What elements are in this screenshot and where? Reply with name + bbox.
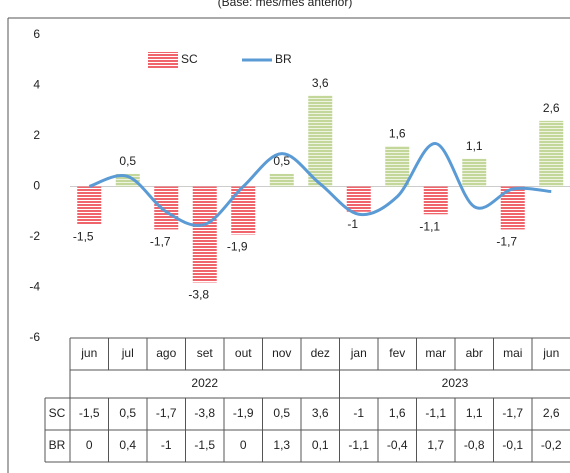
y-tick-label: 2 bbox=[33, 128, 40, 142]
table-value: 2,6 bbox=[543, 406, 560, 420]
table-value: -0,2 bbox=[541, 438, 562, 452]
table-value: 0,5 bbox=[119, 406, 136, 420]
legend-label: BR bbox=[275, 52, 292, 66]
data-label: -3,8 bbox=[188, 288, 209, 302]
data-label: -1,9 bbox=[227, 240, 248, 254]
table-value: -1 bbox=[353, 406, 364, 420]
y-tick-label: -2 bbox=[29, 229, 40, 243]
x-tick-label: jun bbox=[80, 346, 97, 360]
x-tick-label: mai bbox=[503, 346, 522, 360]
table-value: 0,5 bbox=[273, 406, 290, 420]
data-label: -1,7 bbox=[496, 235, 517, 249]
row-label: SC bbox=[49, 406, 66, 420]
line bbox=[88, 142, 552, 227]
table-value: -1,5 bbox=[79, 406, 100, 420]
x-tick-label: out bbox=[235, 346, 252, 360]
data-label: -1,5 bbox=[73, 230, 94, 244]
x-tick-label: fev bbox=[389, 346, 405, 360]
table-value: 0 bbox=[86, 438, 93, 452]
bar bbox=[192, 186, 217, 283]
table-value: -3,8 bbox=[194, 406, 215, 420]
data-label: 0,5 bbox=[119, 154, 136, 168]
x-tick-label: mar bbox=[425, 346, 446, 360]
table-value: 1,6 bbox=[389, 406, 406, 420]
table-value: 1,1 bbox=[466, 406, 483, 420]
table-value: -0,8 bbox=[464, 438, 485, 452]
group-label: 2022 bbox=[191, 376, 218, 390]
table-value: 0,4 bbox=[119, 438, 136, 452]
table-value: 1,7 bbox=[427, 438, 444, 452]
table-value: -0,1 bbox=[502, 438, 523, 452]
table-value: -1,7 bbox=[502, 406, 523, 420]
x-tick-label: abr bbox=[466, 346, 483, 360]
row-label: BR bbox=[49, 438, 66, 452]
y-tick-label: -6 bbox=[29, 330, 40, 344]
subtitle: (Base: mês/mês anterior) bbox=[218, 0, 353, 9]
data-label: 1,1 bbox=[466, 139, 483, 153]
x-tick-label: jul bbox=[121, 346, 134, 360]
x-tick-label: jun bbox=[542, 346, 559, 360]
data-label: 2,6 bbox=[543, 101, 560, 115]
y-tick-label: -4 bbox=[29, 280, 40, 294]
table-value: -1,7 bbox=[156, 406, 177, 420]
y-tick-label: 6 bbox=[33, 27, 40, 41]
data-label: -1 bbox=[347, 217, 358, 231]
data-label: -1,1 bbox=[419, 219, 440, 233]
bar bbox=[462, 158, 487, 187]
data-label: 0,5 bbox=[273, 154, 290, 168]
table-value: -0,4 bbox=[387, 438, 408, 452]
table-value: 3,6 bbox=[312, 406, 329, 420]
data-label: 1,6 bbox=[389, 126, 406, 140]
bar bbox=[385, 146, 410, 187]
x-tick-label: jan bbox=[350, 346, 367, 360]
group-label: 2023 bbox=[442, 376, 469, 390]
bar bbox=[308, 95, 333, 187]
y-tick-label: 4 bbox=[33, 78, 40, 92]
x-tick-label: set bbox=[197, 346, 214, 360]
table-value: -1,5 bbox=[194, 438, 215, 452]
table-value: -1,9 bbox=[233, 406, 254, 420]
y-tick-label: 0 bbox=[33, 179, 40, 193]
data-label: -1,7 bbox=[150, 235, 171, 249]
bar bbox=[346, 186, 371, 212]
table-value: 1,3 bbox=[273, 438, 290, 452]
legend-swatch bbox=[148, 52, 178, 68]
x-tick-label: nov bbox=[272, 346, 291, 360]
data-label: 3,6 bbox=[312, 76, 329, 90]
bar bbox=[154, 186, 179, 230]
x-tick-label: ago bbox=[156, 346, 176, 360]
bar bbox=[539, 120, 564, 187]
table-value: 0 bbox=[240, 438, 247, 452]
x-tick-label: dez bbox=[311, 346, 330, 360]
bar bbox=[77, 186, 102, 225]
bar bbox=[269, 173, 294, 187]
bar bbox=[423, 186, 448, 215]
table-value: 0,1 bbox=[312, 438, 329, 452]
table-value: -1 bbox=[161, 438, 172, 452]
table-value: -1,1 bbox=[425, 406, 446, 420]
table-value: -1,1 bbox=[348, 438, 369, 452]
legend-label: SC bbox=[181, 52, 198, 66]
